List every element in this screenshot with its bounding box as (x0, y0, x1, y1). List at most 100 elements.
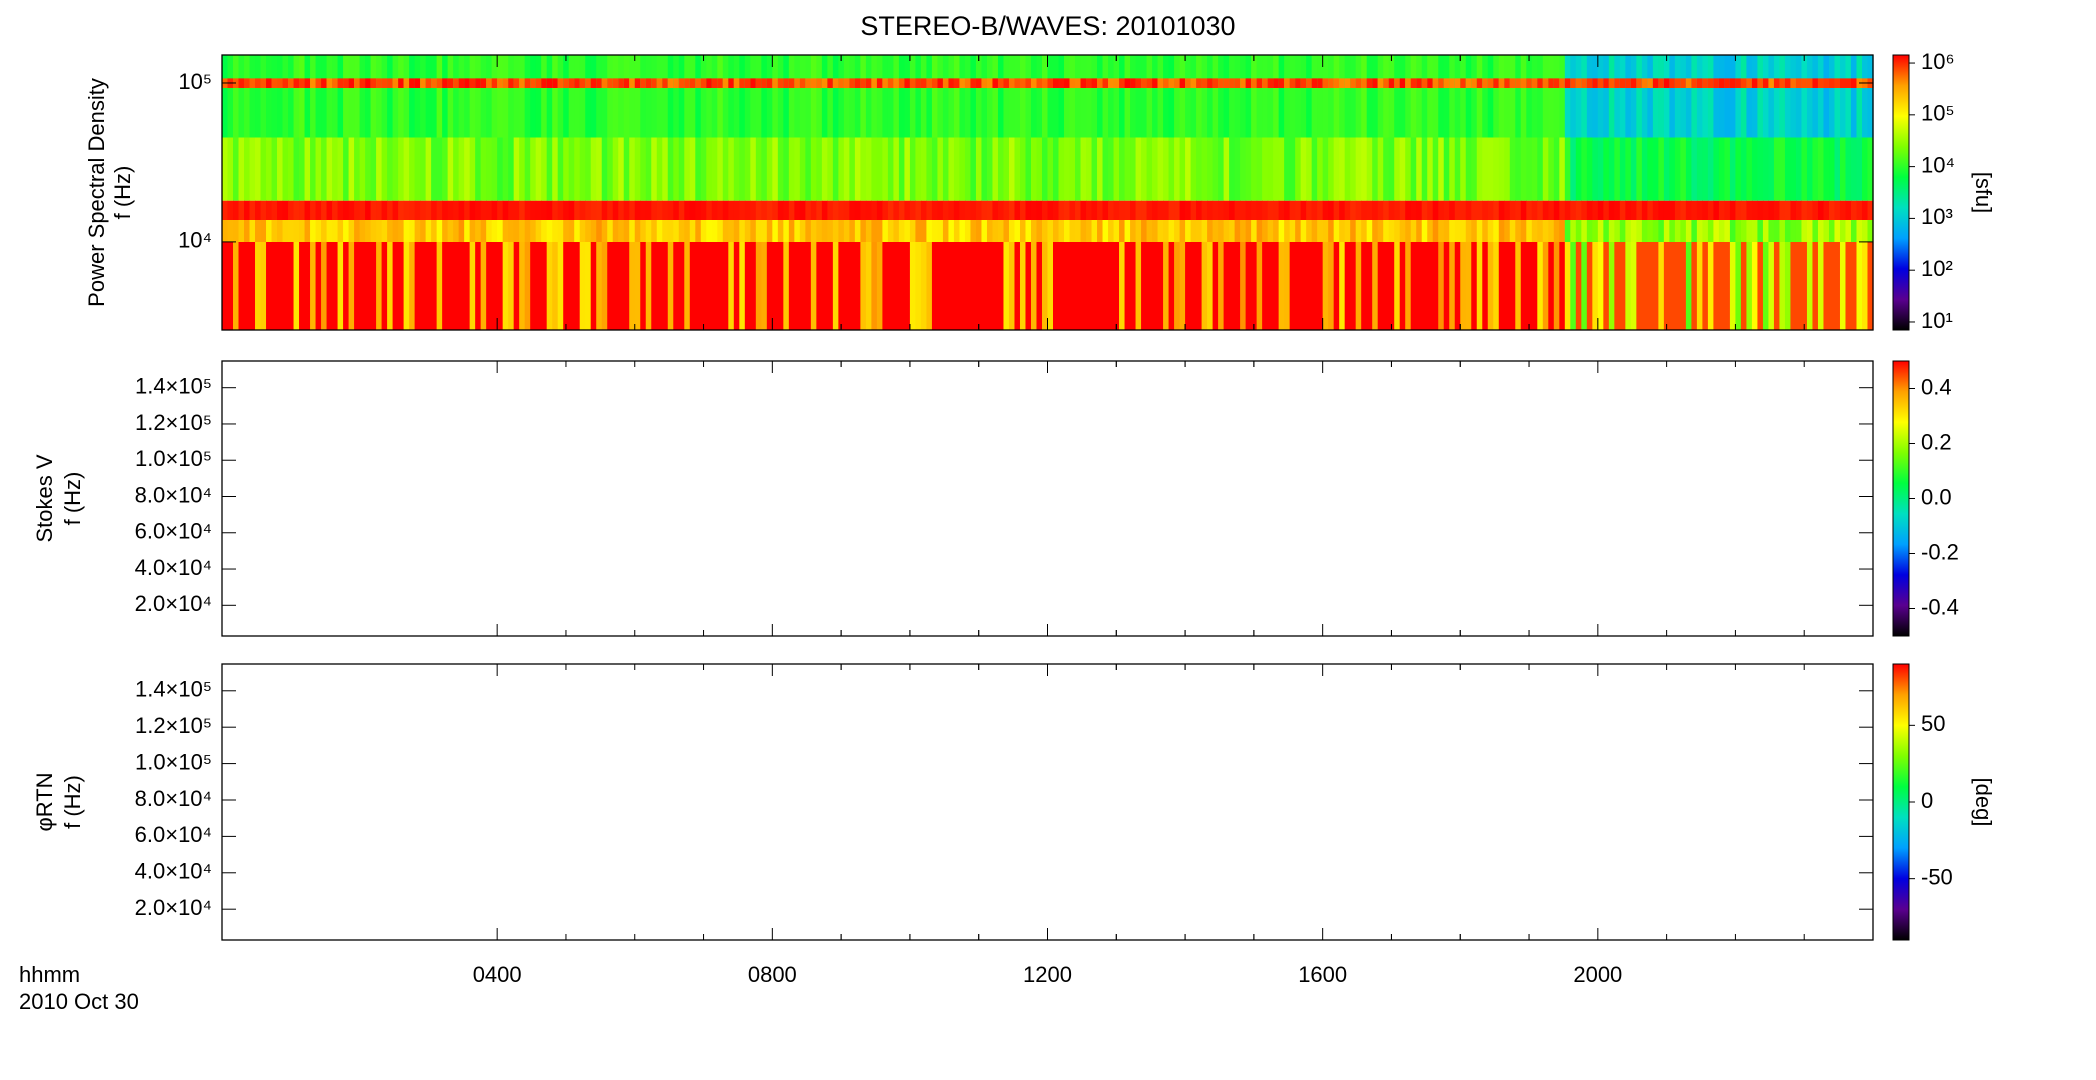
spectrogram-cell (249, 137, 256, 201)
spectrogram-cell (684, 55, 691, 138)
spectrogram-cell (1405, 78, 1412, 88)
spectrogram-cell (491, 55, 498, 138)
spectrogram-cell (1069, 55, 1076, 138)
spectrogram-cell (1669, 137, 1676, 201)
spectrogram-cell (1014, 242, 1021, 330)
spectrogram-cell (1102, 55, 1109, 138)
spectrogram-cell (1498, 78, 1505, 88)
spectrogram-cell (491, 78, 498, 88)
spectrogram-cell (612, 137, 619, 201)
spectrogram-cell (1201, 220, 1208, 242)
spectrogram-cell (607, 220, 614, 242)
spectrogram-cell (1680, 78, 1687, 88)
spectrogram-cell (1630, 242, 1637, 330)
spectrogram-cell (1300, 137, 1307, 201)
spectrogram-cell (1531, 55, 1538, 138)
spectrogram-cell (1333, 78, 1340, 88)
spectrogram-cell (1691, 220, 1698, 242)
spectrogram-cell (1256, 78, 1263, 88)
spectrogram-cell (574, 200, 581, 220)
spectrogram-cell (596, 242, 603, 330)
spectrogram-cell (1245, 242, 1252, 330)
spectrogram-cell (1306, 55, 1313, 138)
spectrogram-cell (777, 200, 784, 220)
spectrogram-cell (843, 242, 850, 330)
x-axis-date: 2010 Oct 30 (19, 989, 139, 1014)
spectrogram-cell (1394, 220, 1401, 242)
spectrogram-cell (359, 242, 366, 330)
spectrogram-cell (557, 78, 564, 88)
spectrogram-cell (436, 242, 443, 330)
spectrogram-cell (398, 242, 405, 330)
spectrogram-cell (1652, 220, 1659, 242)
spectrogram-cell (838, 137, 845, 201)
spectrogram-cell (1267, 200, 1274, 220)
spectrogram-cell (227, 137, 234, 201)
spectrogram-cell (1234, 242, 1241, 330)
spectrogram-cell (568, 137, 575, 201)
spectrogram-cell (255, 137, 262, 201)
spectrogram-cell (557, 242, 564, 330)
spectrogram-cell (706, 137, 713, 201)
spectrogram-cell (1636, 242, 1643, 330)
spectrogram-cell (392, 220, 399, 242)
spectrogram-cell (865, 220, 872, 242)
spectrogram-cell (447, 137, 454, 201)
spectrogram-cell (1845, 242, 1852, 330)
spectrogram-cell (1449, 220, 1456, 242)
y-tick-label: 2.0×10⁴ (135, 895, 212, 920)
spectrogram-cell (794, 78, 801, 88)
spectrogram-cell (1322, 220, 1329, 242)
spectrogram-cell (761, 242, 768, 330)
spectrogram-cell (898, 220, 906, 242)
spectrogram-cell (453, 200, 460, 220)
spectrogram-cell (629, 242, 636, 330)
spectrogram-cell (519, 200, 526, 220)
spectrogram-cell (398, 137, 405, 201)
spectrogram-cell (1691, 55, 1698, 138)
spectrogram-cell (1141, 220, 1148, 242)
spectrogram-cell (810, 220, 817, 242)
spectrogram-cell (1300, 55, 1307, 138)
spectrogram-cell (1267, 242, 1274, 330)
spectrogram-cell (403, 242, 410, 330)
spectrogram-cell (1845, 55, 1852, 138)
spectrogram-cell (876, 200, 883, 220)
spectrogram-cell (293, 242, 300, 330)
spectrogram-cell (1867, 55, 1874, 138)
spectrogram-cell (568, 200, 575, 220)
spectrogram-cell (1218, 137, 1225, 201)
spectrogram-cell (266, 220, 273, 242)
spectrogram-cell (1542, 137, 1549, 201)
spectrogram-cell (315, 242, 322, 330)
spectrogram-cell (1295, 78, 1302, 88)
spectrogram-cell (513, 200, 520, 220)
spectrogram-cell (491, 220, 498, 242)
spectrogram-cell (711, 220, 718, 242)
spectrogram-cell (546, 55, 553, 138)
spectrogram-cell (403, 137, 410, 201)
spectrogram-cell (981, 242, 988, 330)
spectrogram-cell (376, 78, 383, 88)
spectrogram-cell (1476, 220, 1483, 242)
spectrogram-cell (700, 137, 707, 201)
spectrogram-cell (1795, 220, 1803, 242)
spectrogram-cell (1069, 78, 1076, 88)
spectrogram-cell (1817, 55, 1825, 138)
spectrogram-cell (1757, 78, 1764, 88)
spectrogram-cell (887, 137, 895, 201)
spectrogram-cell (354, 78, 361, 88)
spectrogram-cell (1234, 200, 1241, 220)
spectrogram-cell (1845, 200, 1852, 220)
spectrogram-cell (920, 78, 928, 88)
spectrogram-cell (1729, 55, 1737, 138)
spectrogram-cell (1812, 200, 1819, 220)
spectrogram-cell (1086, 220, 1093, 242)
spectrogram-cell (1482, 242, 1489, 330)
spectrogram-cell (722, 200, 729, 220)
spectrogram-cell (1614, 200, 1621, 220)
spectrogram-cell (1768, 242, 1775, 330)
spectrogram-cell (1256, 220, 1263, 242)
spectrogram-cell (409, 78, 416, 88)
spectrogram-cell (524, 200, 531, 220)
